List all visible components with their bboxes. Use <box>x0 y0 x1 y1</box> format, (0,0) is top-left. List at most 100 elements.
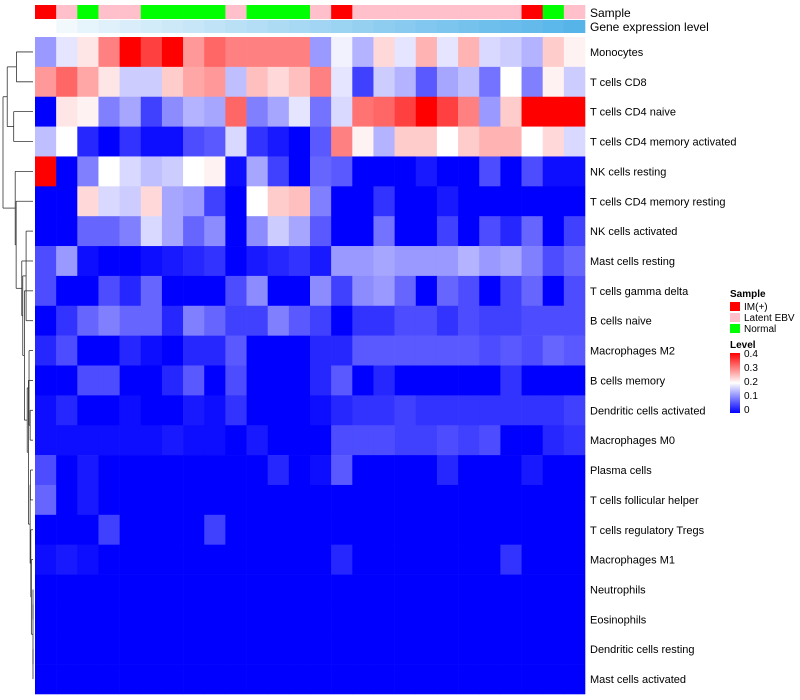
heatmap-cell <box>288 365 311 396</box>
heatmap-cell <box>394 275 417 307</box>
heatmap-cell <box>542 455 565 486</box>
heatmap-cell <box>542 66 565 98</box>
heatmap-cell <box>394 126 417 157</box>
row-labels: Monocytes T cells CD8 T cells CD4 naive T c… <box>590 47 737 686</box>
heatmap-cell <box>161 395 184 426</box>
sample-track-cell <box>119 5 142 19</box>
heatmap-cell <box>183 604 205 635</box>
heatmap-cell <box>35 634 57 665</box>
heatmap-cell <box>521 484 543 516</box>
heatmap-cell <box>479 574 501 605</box>
heatmap-cell <box>225 156 247 187</box>
heatmap-cell <box>225 246 247 277</box>
heatmap-cell <box>161 156 184 187</box>
heatmap-cell <box>35 126 57 157</box>
heatmap-cell <box>161 216 184 247</box>
heatmap-cell <box>542 126 565 157</box>
heatmap-cell <box>119 574 142 605</box>
heatmap-cell <box>246 664 268 695</box>
heatmap-cell <box>458 96 480 127</box>
heatmap-cell <box>267 216 290 247</box>
heatmap-cell <box>352 37 374 68</box>
heatmap-cell <box>140 634 163 665</box>
heatmap-cell <box>500 395 522 426</box>
heatmap-cell <box>436 216 459 247</box>
heatmap-cell <box>479 514 501 545</box>
heatmap-cell <box>331 335 353 366</box>
heatmap-cell <box>331 634 353 665</box>
heatmap-cell <box>119 335 142 366</box>
heatmap-cell <box>119 216 142 247</box>
heatmap-cell <box>140 544 163 575</box>
heatmap-cell <box>140 186 163 217</box>
heatmap-cell <box>140 216 163 247</box>
heatmap-cell <box>310 544 332 575</box>
expression-track-cell <box>331 20 353 33</box>
expression-track-cell <box>288 20 311 33</box>
heatmap-cell <box>161 484 184 516</box>
heatmap-cell <box>563 37 586 68</box>
heatmap-cell <box>415 395 438 426</box>
heatmap-cell <box>458 216 480 247</box>
heatmap-cell <box>98 425 120 456</box>
heatmap-cell <box>119 126 142 157</box>
legend-tick-0: 0 <box>744 405 750 416</box>
heatmap-cell <box>500 126 522 157</box>
heatmap-cell <box>331 514 353 545</box>
heatmap-cell <box>310 126 332 157</box>
heatmap-cell <box>310 574 332 605</box>
sample-track-cell <box>56 5 78 19</box>
heatmap-cell <box>204 66 226 98</box>
heatmap-cell <box>161 365 184 396</box>
heatmap-cell <box>479 425 501 456</box>
sample-track-cell <box>98 5 120 19</box>
heatmap-cell <box>394 335 417 366</box>
heatmap-cell <box>204 186 226 217</box>
heatmap-cell <box>183 664 205 695</box>
heatmap-cell <box>119 544 142 575</box>
heatmap-cell <box>35 216 57 247</box>
heatmap-cell <box>563 425 586 456</box>
heatmap-cell <box>521 395 543 426</box>
heatmap-cell <box>267 96 290 127</box>
heatmap-cell <box>436 425 459 456</box>
heatmap-cell <box>35 66 57 98</box>
heatmap-cell <box>352 186 374 217</box>
legend-color-bar <box>730 353 740 413</box>
legend-swatch-normal <box>730 324 740 333</box>
heatmap-cell <box>331 604 353 635</box>
heatmap-cell <box>373 275 395 307</box>
heatmap-cell <box>288 96 311 127</box>
row-label: Macrophages M0 <box>590 435 675 447</box>
heatmap-cell <box>140 574 163 605</box>
heatmap-cell <box>288 126 311 157</box>
heatmap-cell <box>436 574 459 605</box>
heatmap-cell <box>56 514 78 545</box>
heatmap-cell <box>288 305 311 336</box>
heatmap-cell <box>119 305 142 336</box>
row-label: T cells gamma delta <box>590 286 689 298</box>
heatmap-cell <box>288 574 311 605</box>
heatmap-cell <box>500 335 522 366</box>
heatmap-cell <box>394 484 417 516</box>
heatmap-cell <box>479 275 501 307</box>
heatmap-cell <box>119 395 142 426</box>
heatmap-cell <box>288 186 311 217</box>
heatmap-cell <box>98 275 120 307</box>
heatmap-cell <box>521 664 543 695</box>
heatmap-cell <box>246 574 268 605</box>
heatmap-cell <box>98 634 120 665</box>
track-label-sample: Sample <box>590 6 631 20</box>
heatmap-cell <box>204 455 226 486</box>
heatmap-cell <box>183 186 205 217</box>
heatmap-cell <box>331 37 353 68</box>
sample-track-cell <box>246 5 268 19</box>
heatmap-cell <box>415 365 438 396</box>
sample-track-cell <box>436 5 459 19</box>
heatmap-cell <box>56 186 78 217</box>
heatmap-cell <box>161 335 184 366</box>
heatmap-cell <box>458 156 480 187</box>
heatmap-cell <box>35 365 57 396</box>
heatmap-cell <box>563 365 586 396</box>
heatmap-cell <box>479 365 501 396</box>
